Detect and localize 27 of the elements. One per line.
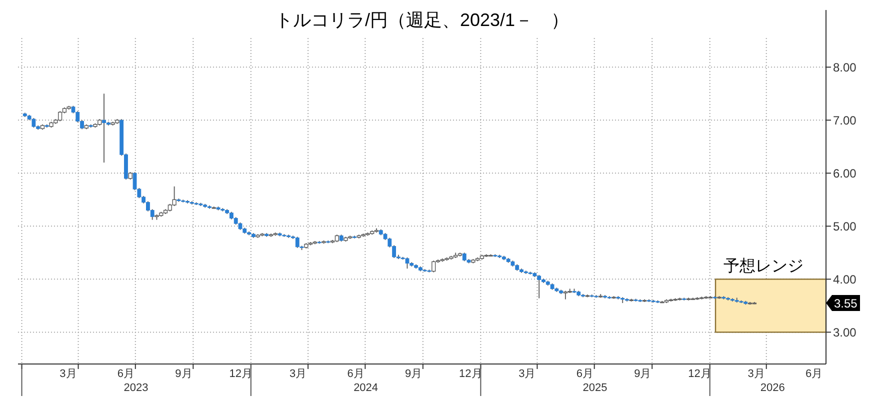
- x-tick-label: 9月: [175, 368, 192, 380]
- x-tick-label: 9月: [634, 368, 652, 380]
- x-tick-label: 6月: [806, 368, 823, 380]
- x-tick-label: 9月: [404, 368, 422, 380]
- x-tick-label: 6月: [117, 368, 135, 380]
- x-tick-label: 12月: [459, 368, 482, 380]
- x-tick-label: 12月: [688, 368, 712, 380]
- y-tick-label: 3.00: [833, 326, 857, 340]
- x2-tick-label: 2026: [760, 382, 785, 394]
- annotation: 3.55: [826, 295, 860, 312]
- x-tick-label: 3月: [60, 368, 77, 380]
- x2-tick-label: 2024: [354, 382, 378, 394]
- y-tick-label: 5.00: [833, 220, 857, 234]
- y-tick-label: 8.00: [833, 60, 857, 75]
- x2-tick-label: 2023: [124, 382, 148, 394]
- y-tick-label: 6.00: [833, 166, 857, 181]
- x-tick-label: 12月: [229, 368, 252, 380]
- x-tick-label: 3月: [289, 368, 307, 380]
- x-tick-label: 3月: [748, 368, 765, 380]
- y-tick-label: 4.00: [833, 272, 857, 287]
- y-tick-label: 7.00: [833, 114, 857, 128]
- x-tick-label: 6月: [576, 368, 594, 380]
- x-tick-label: 6月: [347, 368, 364, 380]
- series-label: 予想レンジ: [724, 257, 804, 276]
- chart-title: トルコリラ/円（週足、2023/1－ ）: [274, 10, 570, 30]
- x-tick-label: 3月: [518, 368, 536, 380]
- x2-tick-label: 2025: [582, 382, 608, 394]
